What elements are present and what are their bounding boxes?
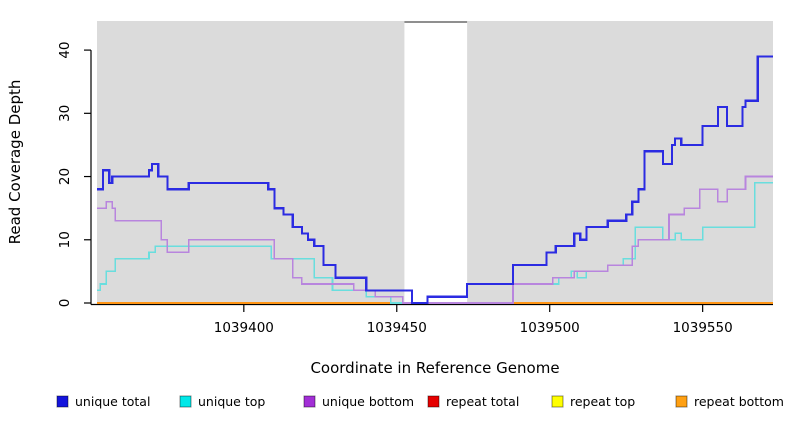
x-axis-title: Coordinate in Reference Genome [310,359,559,377]
series-line-unique-total [97,55,773,305]
legend-swatch-unique-bottom [303,395,316,408]
y-tick-label: 40 [57,41,73,58]
y-tick-label: 30 [57,105,73,122]
legend: unique total unique top unique bottom repea… [56,394,784,409]
x-tick-label: 1039500 [520,320,580,336]
legend-label-repeat-bottom: repeat bottom [694,394,784,409]
legend-label-repeat-top: repeat top [570,394,635,409]
x-tick-label: 1039400 [214,320,274,336]
y-tick-label: 0 [57,299,73,308]
y-tick-label: 10 [57,231,73,248]
y-axis-title: Read Coverage Depth [6,80,24,245]
legend-swatch-unique-total [56,395,69,408]
legend-label-repeat-total: repeat total [446,394,519,409]
series-line-unique-bottom [97,175,773,304]
plot-layer: 0 10 20 30 40 1039400 1039450 1039500 1039550 [57,21,773,336]
gap-band [404,21,468,303]
legend-label-unique-total: unique total [75,394,150,409]
x-tick-label: 1039550 [673,320,733,336]
x-tick-label: 1039450 [367,320,427,336]
legend-swatch-repeat-top [551,395,564,408]
y-tick-label: 20 [57,168,73,185]
legend-label-unique-top: unique top [198,394,265,409]
legend-label-unique-bottom: unique bottom [322,394,414,409]
legend-swatch-repeat-total [427,395,440,408]
legend-swatch-unique-top [179,395,192,408]
legend-swatch-repeat-bottom [675,395,688,408]
